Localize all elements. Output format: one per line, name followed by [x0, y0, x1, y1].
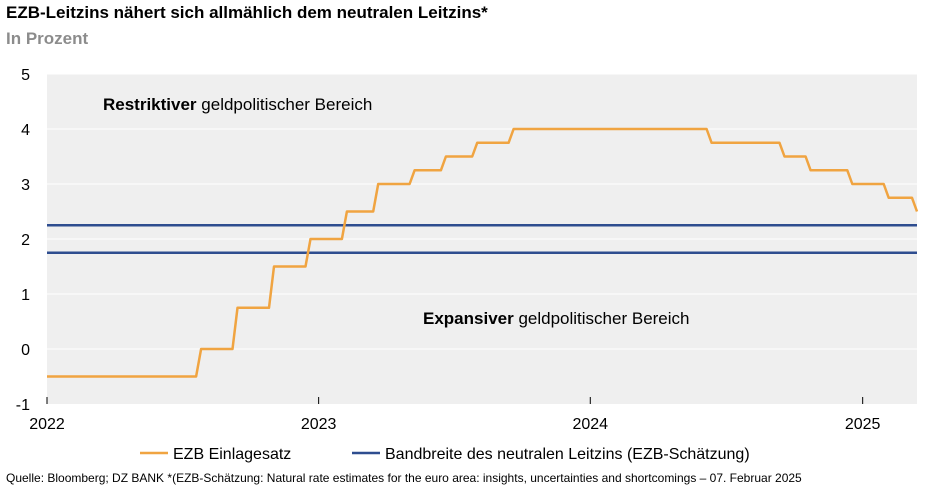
- annotation-expansive: Expansiver geldpolitischer Bereich: [423, 309, 690, 328]
- deposit-rate-series-line: [47, 127, 919, 378]
- chart-title: EZB-Leitzins nähert sich allmählich dem …: [6, 3, 488, 22]
- y-tick-label: 0: [21, 342, 30, 359]
- y-axis: -1 0 1 2 3 4 5: [16, 67, 30, 414]
- legend-label-deposit-rate: EZB Einlagesatz: [173, 446, 291, 463]
- y-tick-label: 4: [21, 122, 30, 139]
- legend-label-neutral-band: Bandbreite des neutralen Leitzins (EZB-S…: [385, 446, 750, 463]
- annotation-restrictive-text: geldpolitischer Bereich: [197, 95, 373, 114]
- legend: EZB Einlagesatz Bandbreite des neutralen…: [140, 446, 750, 463]
- x-tick-label: 2022: [29, 416, 65, 433]
- annotation-expansive-text: geldpolitischer Bereich: [514, 309, 690, 328]
- y-tick-label: 3: [21, 177, 30, 194]
- x-tick-label: 2023: [301, 416, 337, 433]
- x-tick-label: 2024: [572, 416, 608, 433]
- neutral-band-series: [47, 224, 917, 254]
- annotation-expansive-bold: Expansiver: [423, 309, 514, 328]
- y-tick-label: 1: [21, 287, 30, 304]
- x-axis: 2022 2023 2024 2025: [29, 397, 881, 433]
- annotation-restrictive-bold: Restriktiver: [103, 95, 197, 114]
- source-note: Quelle: Bloomberg; DZ BANK *(EZB-Schätzu…: [6, 471, 802, 485]
- grid-lines: [47, 73, 917, 350]
- annotation-restrictive: Restriktiver geldpolitischer Bereich: [103, 95, 372, 114]
- chart-subtitle: In Prozent: [6, 29, 89, 48]
- y-tick-label: 2: [21, 232, 30, 249]
- y-tick-label: -1: [16, 397, 30, 414]
- y-tick-label: 5: [21, 67, 30, 84]
- x-tick-label: 2025: [845, 416, 881, 433]
